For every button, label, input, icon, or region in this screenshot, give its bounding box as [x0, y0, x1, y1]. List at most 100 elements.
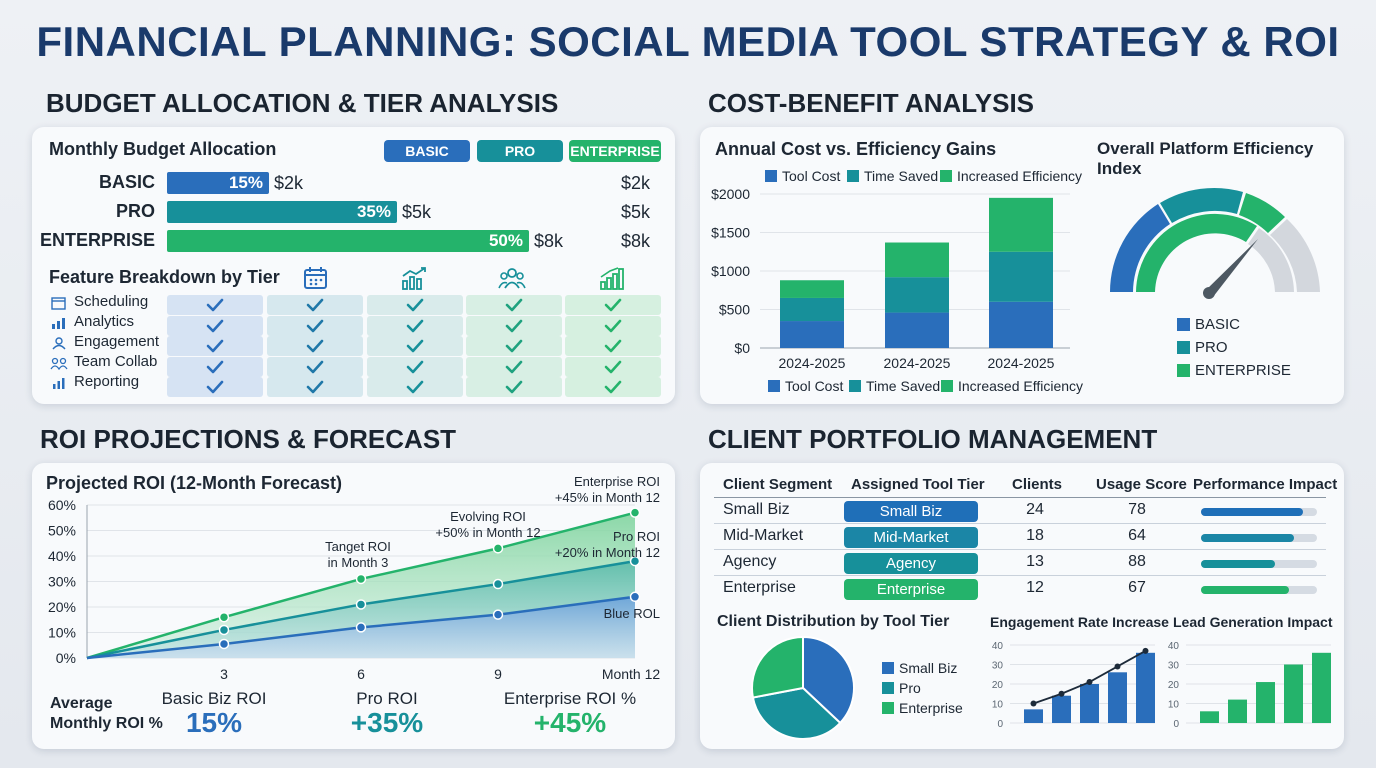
y-tick-label: $2000 — [711, 186, 750, 202]
performance-bar — [1201, 560, 1317, 568]
legend-increased-efficiency: Increased Efficiency — [940, 168, 1082, 184]
roi-annotation: in Month 3 — [328, 555, 389, 570]
cost-bar-segment — [780, 321, 844, 348]
pie-slice — [802, 635, 855, 725]
budget-bar-enterprise: 50% — [167, 230, 529, 252]
legend-tool-cost: Tool Cost — [765, 168, 840, 184]
page-title: FINANCIAL PLANNING: SOCIAL MEDIA TOOL ST… — [36, 18, 1340, 65]
growth-chart-icon — [402, 267, 426, 290]
header-tool-tier: Assigned Tool Tier — [851, 476, 985, 493]
performance-bar-fill — [1201, 560, 1276, 568]
roi-point — [492, 609, 504, 620]
check-icon — [306, 360, 324, 373]
gauge-inner-enterprise — [1136, 213, 1257, 292]
usage-score: 67 — [1128, 579, 1146, 596]
y-tick-label: 60% — [48, 497, 76, 513]
swatch — [1177, 341, 1190, 354]
budget-row-label: PRO — [115, 201, 155, 221]
pie-legend-enterprise: Enterprise — [882, 700, 963, 716]
swatch — [882, 682, 894, 694]
performance-bar-fill — [1201, 586, 1290, 594]
header-usage-score: Usage Score — [1096, 476, 1187, 493]
row-divider — [714, 575, 1326, 576]
check-icon — [604, 360, 622, 373]
feature-name: Engagement — [74, 333, 160, 350]
y-tick-label: 40 — [992, 641, 1004, 652]
roi-point — [629, 591, 641, 603]
budget-bar-pct: 15% — [228, 173, 263, 192]
check-icon — [206, 339, 224, 353]
client-count: 13 — [1026, 553, 1044, 570]
roi-enterprise-value: +45% — [533, 707, 607, 738]
gauge-pro-segment — [1160, 187, 1243, 223]
y-tick-label: $0 — [734, 340, 750, 356]
engagement-bar-chart: 0 10 20 30 40 — [992, 641, 1155, 730]
section-title-cost-benefit: COST-BENEFIT ANALYSIS — [708, 88, 1035, 118]
y-tick-label: $1500 — [711, 225, 750, 241]
feature-check-cell — [466, 356, 562, 377]
gauge-enterprise-segment — [1239, 193, 1285, 233]
budget-right-value: $2k — [620, 173, 650, 193]
y-tick-label: 10 — [1168, 700, 1180, 711]
tier-pill[interactable]: Small Biz — [844, 501, 978, 522]
check-icon — [406, 319, 424, 332]
cost-bar-segment — [885, 312, 949, 348]
basic-pill[interactable]: BASIC — [384, 140, 470, 162]
small-bar — [1312, 652, 1331, 723]
performance-bar — [1201, 534, 1317, 542]
roi-pro-value: +35% — [350, 707, 424, 738]
cost-bar-segment — [885, 277, 949, 313]
feature-check-cell — [565, 356, 661, 377]
budget-bar-pct: 50% — [488, 231, 523, 250]
budget-bar-basic: 15% — [167, 172, 269, 194]
small-bar — [1256, 682, 1275, 723]
chart-icon — [52, 318, 65, 329]
usage-score: 64 — [1128, 527, 1146, 544]
tier-pill[interactable]: Mid-Market — [844, 527, 978, 548]
swatch — [940, 170, 952, 182]
y-tick-label: 0 — [997, 719, 1003, 730]
roi-point — [218, 624, 230, 636]
client-segment: Small Biz — [723, 501, 790, 518]
client-count: 12 — [1026, 579, 1044, 596]
roi-annotation: Evolving ROI — [450, 509, 526, 524]
clients-card: Client Segment Assigned Tool Tier Client… — [700, 463, 1344, 749]
roi-annotation: Tanget ROI — [325, 539, 391, 554]
check-icon — [406, 360, 424, 373]
pro-pill[interactable]: PRO — [477, 140, 563, 162]
tier-pill[interactable]: Enterprise — [844, 579, 978, 600]
legend-label: BASIC — [1195, 316, 1241, 333]
feature-check-cell — [267, 315, 363, 336]
trend-point — [1030, 700, 1037, 707]
feature-name: Team Collab — [74, 353, 158, 370]
pie-slice — [751, 686, 842, 740]
check-icon — [505, 360, 523, 373]
budget-bar-pct: 35% — [356, 202, 391, 221]
enterprise-pill[interactable]: ENTERPRISE — [569, 140, 661, 162]
legend-increased-efficiency-bottom: Increased Efficiency — [941, 378, 1083, 394]
check-icon — [505, 380, 523, 394]
legend-time-saved: Time Saved — [847, 168, 938, 184]
legend-label: Tool Cost — [785, 378, 844, 394]
cost-bar-segment — [885, 242, 949, 278]
gauge-inner-empty — [1248, 228, 1294, 292]
swatch — [941, 380, 953, 392]
roi-basic-label: Basic Biz ROI — [161, 689, 267, 708]
tier-pill[interactable]: Agency — [844, 553, 978, 574]
check-icon — [406, 339, 424, 353]
small-bar — [1136, 652, 1155, 723]
legend-label: Pro — [899, 680, 921, 696]
cost-chart-title: Annual Cost vs. Efficiency Gains — [715, 139, 997, 159]
gauge-basic-segment — [1110, 204, 1170, 292]
roi-point — [492, 543, 504, 554]
roi-annotation: +45% in Month 12 — [555, 490, 660, 505]
header-divider — [714, 497, 1326, 498]
client-segment: Enterprise — [723, 579, 796, 596]
legend-label: Time Saved — [866, 378, 941, 394]
budget-row-label: ENTERPRISE — [39, 230, 155, 250]
legend-label: ENTERPRISE — [1195, 362, 1291, 379]
budget-right-value: $8k — [620, 231, 650, 251]
roi-point — [355, 573, 367, 585]
check-icon — [505, 298, 523, 312]
performance-bar — [1201, 508, 1317, 516]
